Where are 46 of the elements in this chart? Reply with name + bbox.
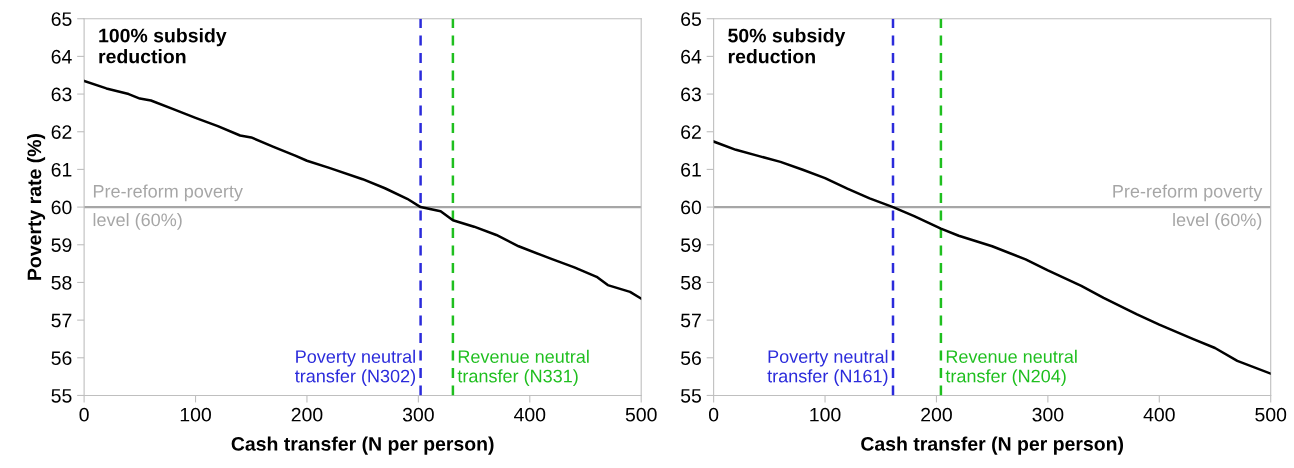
y-tick-label: 64 xyxy=(681,49,702,64)
x-tick-label: 200 xyxy=(291,407,323,422)
y-tick-label: 61 xyxy=(51,162,72,177)
y-tick-label: 57 xyxy=(680,313,701,328)
y-tick-label: 58 xyxy=(51,275,72,290)
y-tick-label: 59 xyxy=(51,238,72,252)
x-tick-label: 400 xyxy=(514,407,546,422)
x-tick-label: 500 xyxy=(1255,407,1287,422)
y-tick-label: 62 xyxy=(681,125,701,139)
x-tick-label: 300 xyxy=(1032,407,1064,422)
y-tick-label: 61 xyxy=(681,162,701,177)
y-tick-label: 65 xyxy=(51,12,72,26)
line-series xyxy=(84,79,642,300)
x-tick-label: 100 xyxy=(810,407,841,422)
x-tick-label: 0 xyxy=(79,407,89,422)
ref-line-label: Pre-reform poverty level (60%) xyxy=(1113,184,1263,230)
y-tick-label: 58 xyxy=(680,275,701,290)
y-tick-label: 56 xyxy=(51,351,72,366)
ref-line-label: Poverty neutral transfer (N302) xyxy=(295,349,416,387)
y-tick-label: 59 xyxy=(680,238,701,252)
x-axis-title: Cash transfer (N per person) xyxy=(861,436,1124,455)
y-tick-label: 55 xyxy=(51,389,72,403)
y-tick-label: 64 xyxy=(51,49,72,64)
y-tick-label: 60 xyxy=(681,200,702,215)
text: 100% subsidy reduction xyxy=(99,28,227,64)
y-tick-label: 63 xyxy=(51,87,72,102)
y-axis-title: Poverty rate (%) xyxy=(27,134,46,280)
ref-line-label: Pre-reform poverty level (60%) xyxy=(93,184,243,230)
y-tick-label: 63 xyxy=(681,87,701,102)
y-tick-label: 65 xyxy=(681,12,701,26)
y-tick-label: 62 xyxy=(51,125,72,139)
y-tick-label: 57 xyxy=(51,313,72,328)
x-tick-label: 500 xyxy=(625,407,657,422)
x-tick-label: 200 xyxy=(921,407,952,422)
ref-line-label: Revenue neutral transfer (N331) xyxy=(457,349,589,387)
ref-line-label: Revenue neutral transfer (N204) xyxy=(945,349,1077,387)
x-tick-label: 0 xyxy=(708,407,719,422)
x-axis-title: Cash transfer (N per person) xyxy=(231,436,494,455)
x-tick-label: 400 xyxy=(1143,407,1175,422)
x-tick-label: 100 xyxy=(180,407,211,422)
y-tick-label: 55 xyxy=(680,389,701,403)
y-tick-label: 60 xyxy=(51,200,72,215)
x-tick-label: 300 xyxy=(402,407,434,422)
text: 50% subsidy reduction xyxy=(728,28,846,64)
y-tick-label: 56 xyxy=(680,351,701,366)
ref-line-label: Poverty neutral transfer (N161) xyxy=(767,349,888,387)
